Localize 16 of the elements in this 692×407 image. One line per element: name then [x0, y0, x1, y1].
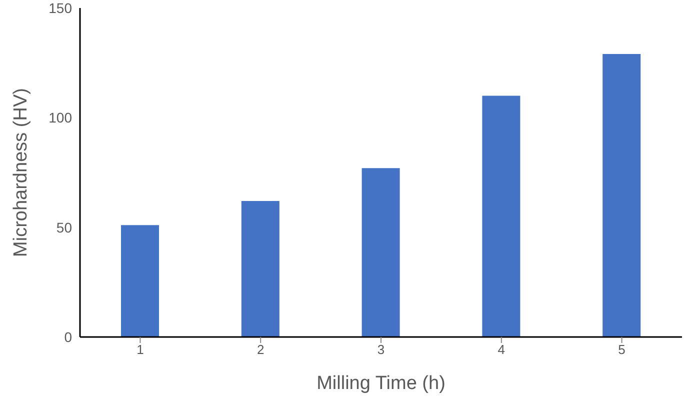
bar — [241, 201, 280, 337]
x-tick-label: 2 — [256, 342, 264, 358]
bar — [602, 54, 641, 337]
x-tick-label: 1 — [136, 342, 144, 358]
bar — [362, 168, 400, 337]
x-axis-title: Milling Time (h) — [316, 373, 446, 394]
y-tick-label: 100 — [48, 110, 72, 126]
x-tick-label: 3 — [377, 342, 385, 358]
y-axis-title: Microhardness (HV) — [10, 88, 32, 257]
x-tick-label: 5 — [618, 342, 626, 358]
x-tick-label: 4 — [498, 342, 506, 358]
bar — [482, 96, 520, 337]
y-tick-label: 50 — [56, 219, 72, 236]
y-tick-label: 0 — [64, 328, 72, 345]
y-tick-label: 150 — [48, 0, 72, 16]
bar — [121, 225, 159, 337]
